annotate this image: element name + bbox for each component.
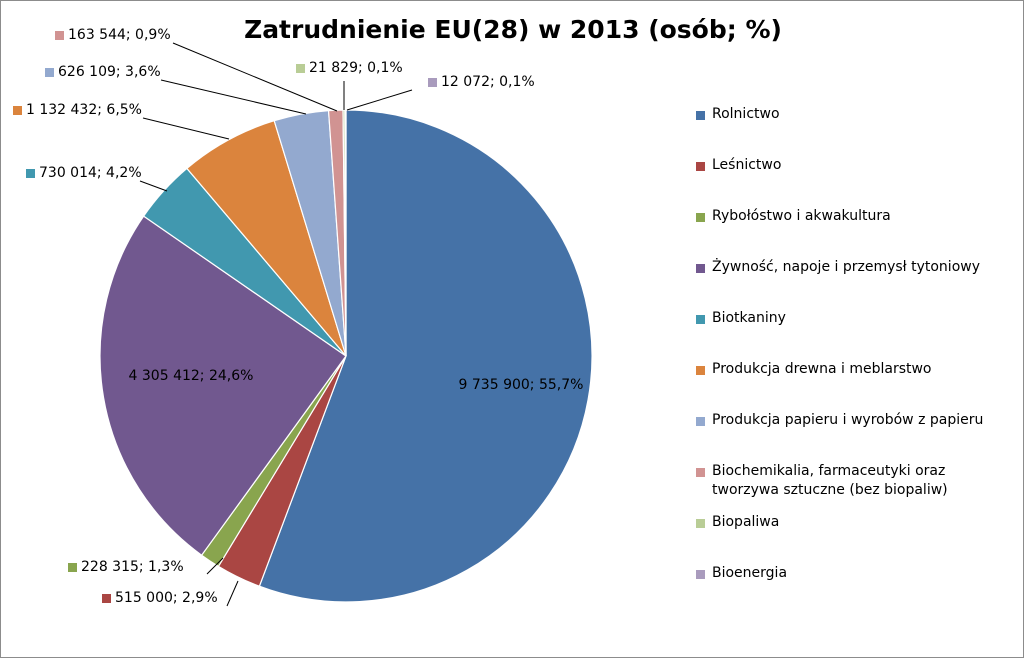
data-label: 4 305 412; 24,6% [129, 368, 254, 384]
legend-swatch [696, 519, 705, 528]
data-label-swatch [296, 64, 305, 73]
data-label-swatch [55, 31, 64, 40]
data-label: 12 072; 0,1% [441, 74, 535, 90]
leader-line [346, 89, 413, 111]
legend-label: Biochemikalia, farmaceutyki oraz tworzyw… [712, 463, 948, 498]
legend-swatch [696, 468, 705, 477]
data-label-swatch [45, 68, 54, 77]
legend-label: Biotkaniny [712, 310, 786, 326]
legend-label: Rybołóstwo i akwakultura [712, 208, 891, 224]
data-label-swatch [26, 169, 35, 178]
legend-label: Żywność, napoje i przemysł tytoniowy [712, 259, 980, 275]
legend-label: Biopaliwa [712, 514, 780, 530]
legend-label: Rolnictwo [712, 106, 780, 122]
data-label: 730 014; 4,2% [39, 165, 142, 181]
legend-label: Bioenergia [712, 565, 788, 581]
legend-swatch [696, 162, 705, 171]
legend-swatch [696, 264, 705, 273]
leader-line [142, 117, 230, 140]
data-label: 515 000; 2,9% [115, 590, 218, 606]
data-label: 9 735 900; 55,7% [459, 377, 584, 393]
data-label: 1 132 432; 6,5% [26, 102, 142, 118]
pie-slice-10 [344, 109, 347, 357]
data-label: 163 544; 0,9% [68, 27, 171, 43]
pie-slice-4 [99, 215, 347, 557]
data-label: 21 829; 0,1% [309, 60, 403, 76]
data-label: 626 109; 3,6% [58, 64, 161, 80]
legend-swatch [696, 315, 705, 324]
legend-swatch [696, 213, 705, 222]
legend-label: Produkcja drewna i meblarstwo [712, 361, 932, 377]
legend-label: Produkcja papieru i wyrobów z papieru [712, 412, 984, 428]
legend-swatch [696, 570, 705, 579]
data-label-swatch [68, 563, 77, 572]
pie-slice-1 [258, 109, 593, 603]
chart-title: Zatrudnienie EU(28) w 2013 (osób; %) [244, 15, 782, 44]
data-label-swatch [13, 106, 22, 115]
data-label-swatch [428, 78, 437, 87]
data-label-swatch [102, 594, 111, 603]
leader-line [172, 42, 338, 112]
leader-line [206, 557, 224, 575]
leader-line [160, 79, 307, 115]
leader-line [139, 180, 168, 192]
leader-line [226, 580, 239, 607]
legend-swatch [696, 111, 705, 120]
legend-swatch [696, 417, 705, 426]
legend-swatch [696, 366, 705, 375]
data-label: 228 315; 1,3% [81, 559, 184, 575]
legend-label: Leśnictwo [712, 157, 782, 173]
